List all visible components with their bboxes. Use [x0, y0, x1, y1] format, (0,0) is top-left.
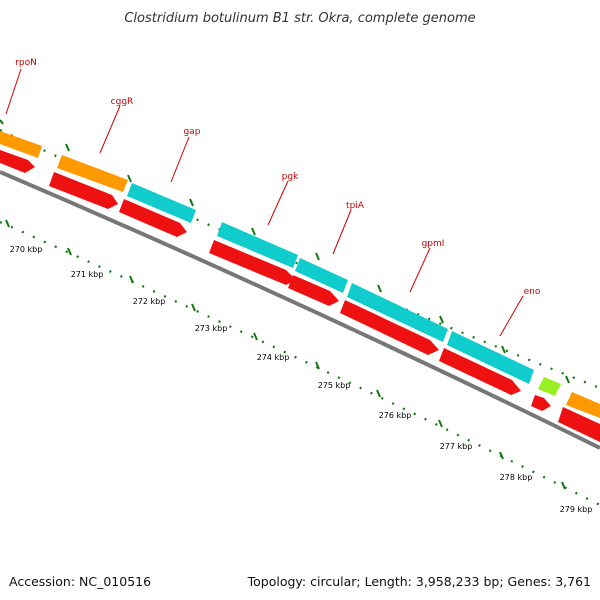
scale-label: 271 kbp [71, 270, 104, 279]
scale-label: 277 kbp [440, 442, 473, 451]
scale-label: 272 kbp [133, 297, 166, 306]
gene-label-gap: gap [184, 127, 201, 137]
scale-label: 278 kbp [500, 473, 533, 482]
outer-tick-ring [0, 119, 600, 390]
map-title: Clostridium botulinum B1 str. Okra, comp… [124, 11, 475, 26]
cyan-features [127, 183, 534, 384]
scale-label: 275 kbp [318, 381, 351, 390]
gene-label-cggR: cggR [111, 97, 134, 107]
gene-labels: rpoN cggR gap pgk tpiA gpmI eno [15, 58, 541, 297]
inner-tick-ring [0, 219, 600, 506]
topology-text: Topology: circular; Length: 3,958,233 bp… [247, 574, 591, 589]
genome-backbone [0, 170, 600, 450]
orange-features [0, 131, 600, 418]
gene-label-gpmI: gpmI [422, 239, 445, 249]
accession-text: Accession: NC_010516 [9, 574, 151, 589]
scale-labels: 270 kbp 271 kbp 272 kbp 273 kbp 274 kbp … [10, 245, 593, 514]
scale-label: 276 kbp [379, 411, 412, 420]
cds-arrows [0, 150, 600, 442]
gene-label-pgk: pgk [282, 172, 299, 182]
gene-label-eno: eno [524, 287, 541, 297]
gene-leader-lines [5, 68, 524, 337]
scale-label: 279 kbp [560, 505, 593, 514]
gene-label-rpoN: rpoN [15, 58, 37, 68]
gene-label-tpiA: tpiA [346, 201, 365, 211]
scale-label: 270 kbp [10, 245, 43, 254]
lime-feature [538, 377, 561, 396]
scale-label: 273 kbp [195, 324, 228, 333]
scale-label: 274 kbp [257, 353, 290, 362]
